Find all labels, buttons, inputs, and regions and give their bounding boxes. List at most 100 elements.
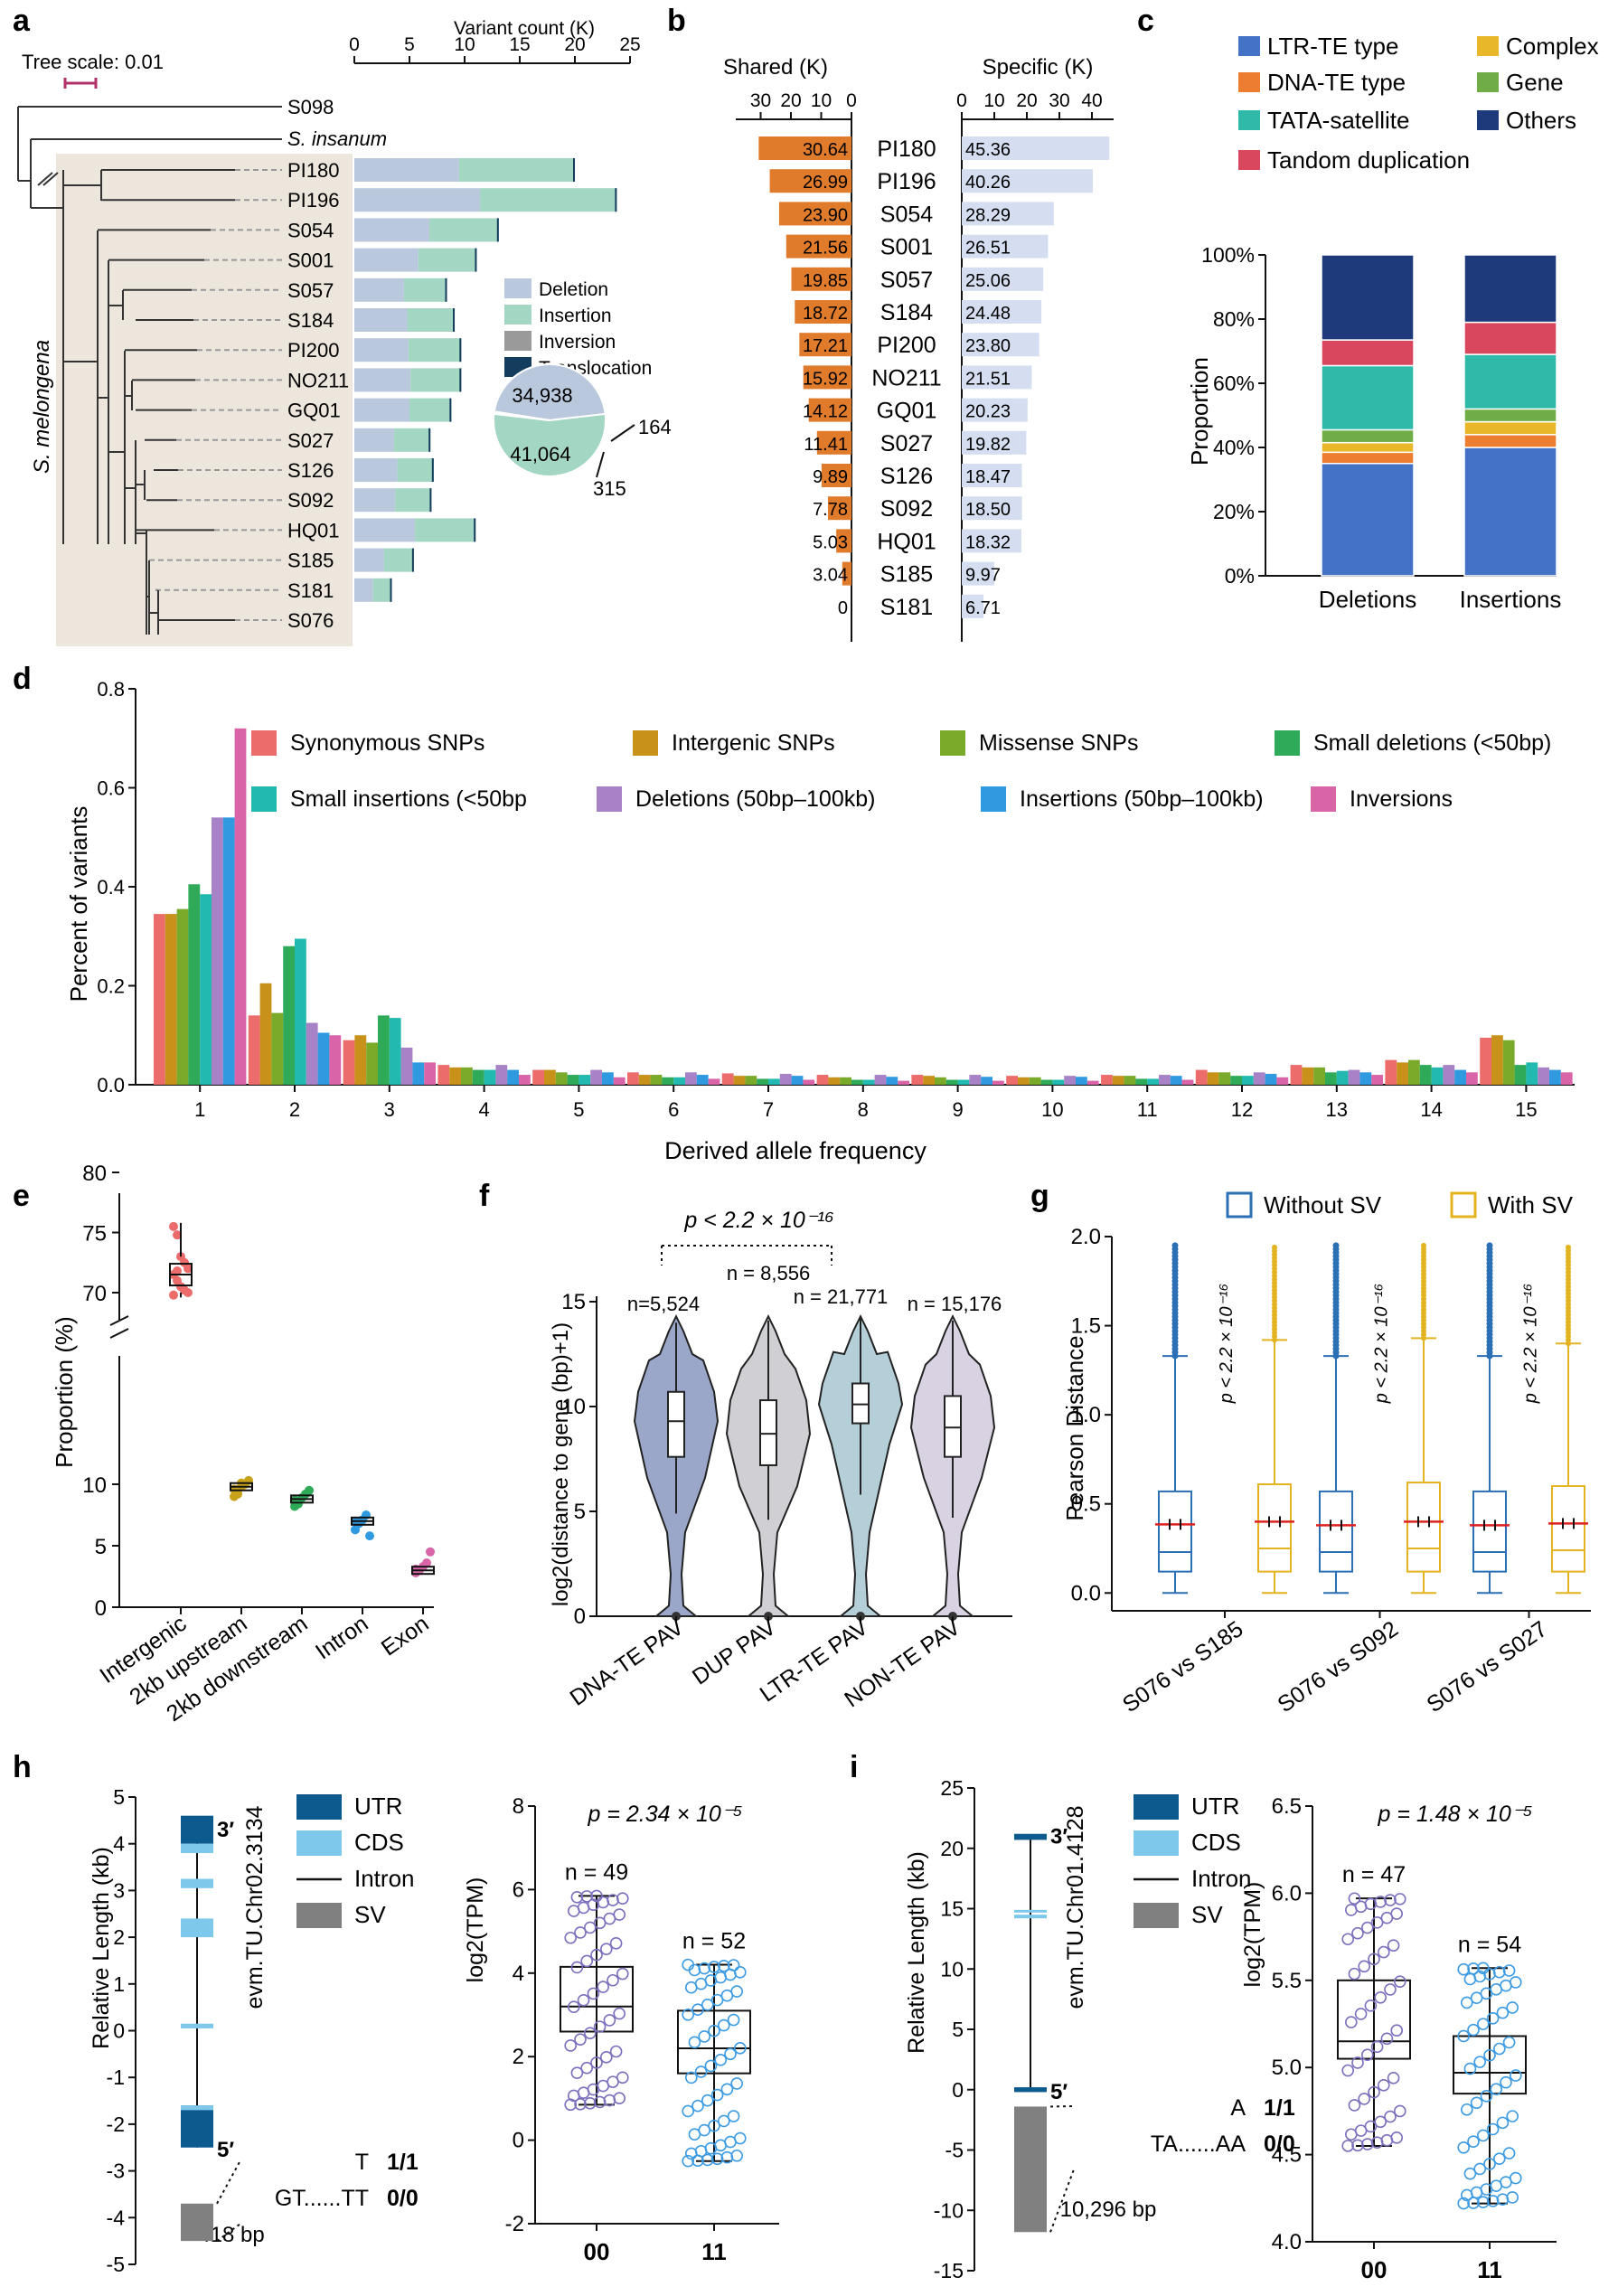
tree-tip-label: GQ01 bbox=[287, 400, 341, 422]
tpm-point bbox=[698, 2030, 711, 2043]
tpm-point bbox=[1467, 2023, 1480, 2037]
bar-deletion bbox=[354, 548, 384, 572]
e-point bbox=[173, 1230, 182, 1240]
d-bar bbox=[317, 1032, 330, 1085]
tpm-point bbox=[1351, 2056, 1364, 2069]
d-bar bbox=[981, 1077, 992, 1085]
tpm-point bbox=[708, 2024, 720, 2037]
b-category-label: S057 bbox=[880, 268, 933, 293]
c-ylabel: Proportion bbox=[1186, 357, 1213, 466]
d-x-tick-label: 8 bbox=[858, 1098, 869, 1121]
gene-legend-label: UTR bbox=[1191, 1793, 1239, 1820]
g-box bbox=[1472, 1490, 1507, 1573]
bar-specific bbox=[962, 464, 1022, 487]
tree-tip-label: S057 bbox=[287, 279, 334, 302]
d-bar bbox=[1147, 1078, 1159, 1085]
gene-5prime: 5′ bbox=[217, 2138, 234, 2162]
tpm-point bbox=[698, 2123, 711, 2137]
tpm-point bbox=[574, 1926, 587, 1939]
tpm-n-label: n = 52 bbox=[682, 1929, 746, 1954]
tpm-box bbox=[1453, 2035, 1527, 2095]
f-y-tick-label: 0 bbox=[574, 1604, 586, 1629]
e-point bbox=[169, 1221, 178, 1231]
sv-block bbox=[1014, 2106, 1047, 2233]
d-legend-label: Missense SNPs bbox=[979, 730, 1138, 756]
tpm-point bbox=[1378, 1945, 1390, 1959]
d-bar bbox=[1549, 1069, 1561, 1085]
specific-value: 18.50 bbox=[965, 500, 1011, 520]
tree-tip-label: PI200 bbox=[287, 339, 340, 362]
b-category-label: HQ01 bbox=[877, 529, 936, 554]
tpm-point bbox=[616, 1967, 629, 1981]
pie-slice bbox=[493, 412, 607, 477]
gene-legend-label: SV bbox=[1191, 1901, 1223, 1928]
tpm-point bbox=[717, 1959, 730, 1972]
gene-y-tick-label: -2 bbox=[107, 2113, 125, 2136]
d-bar bbox=[828, 1077, 841, 1085]
tpm-point bbox=[1502, 1964, 1516, 1977]
d-bar bbox=[579, 1075, 591, 1085]
tpm-point bbox=[1477, 1962, 1490, 1975]
g-outlier bbox=[1421, 1242, 1426, 1248]
gene-y-tick-label: -10 bbox=[934, 2198, 964, 2222]
c-legend-label: Complex bbox=[1506, 33, 1599, 60]
d-bar bbox=[449, 1067, 461, 1085]
d-bar bbox=[165, 914, 177, 1085]
specific-value: 19.82 bbox=[965, 435, 1011, 455]
e-category-label: Intron bbox=[311, 1611, 372, 1665]
bar-translocation bbox=[615, 188, 617, 212]
d-bar bbox=[484, 1069, 496, 1085]
bar-specific bbox=[962, 594, 984, 618]
d-x-tick-label: 12 bbox=[1231, 1098, 1253, 1121]
d-bar bbox=[911, 1075, 924, 1085]
bar-specific bbox=[962, 496, 1022, 521]
e-axis-break bbox=[109, 1328, 129, 1339]
d-x-tick-label: 15 bbox=[1515, 1098, 1537, 1121]
g-category-label: S076 vs S185 bbox=[1118, 1616, 1248, 1717]
tpm-point bbox=[574, 2033, 587, 2046]
bar-translocation bbox=[475, 248, 477, 272]
tpm-point bbox=[603, 2014, 616, 2027]
b-category-label: S181 bbox=[880, 595, 933, 620]
bar-shared bbox=[836, 529, 851, 553]
tpm-point bbox=[587, 1987, 600, 2000]
g-p-label: p < 2.2 × 10⁻¹⁶ bbox=[1521, 1284, 1541, 1404]
bar-shared bbox=[827, 496, 851, 521]
tpm-point bbox=[733, 1966, 747, 1979]
d-bar bbox=[222, 817, 235, 1085]
tree-tip-S098: S098 bbox=[287, 96, 334, 118]
d-bar bbox=[851, 1079, 863, 1085]
tpm-point bbox=[1490, 2083, 1502, 2096]
d-bar bbox=[590, 1069, 602, 1085]
c-category-label: Insertions bbox=[1460, 586, 1562, 613]
d-bar bbox=[176, 908, 189, 1085]
e-y-tick-label: 5 bbox=[95, 1535, 107, 1559]
tree-tip-label: S184 bbox=[287, 309, 334, 332]
tpm-point bbox=[720, 2150, 734, 2164]
b-category-label: NO211 bbox=[871, 365, 941, 391]
shared-value: 11.41 bbox=[804, 435, 848, 455]
tpm-point bbox=[1457, 1962, 1470, 1976]
d-bar bbox=[188, 884, 201, 1085]
g-box bbox=[1158, 1490, 1192, 1573]
tree-scale-label: Tree scale: 0.01 bbox=[22, 51, 164, 73]
bar-deletion bbox=[354, 488, 396, 513]
tpm-point bbox=[1457, 2141, 1470, 2154]
tpm-category-label: 11 bbox=[1477, 2256, 1502, 2283]
d-bar bbox=[532, 1069, 544, 1085]
tree-branch bbox=[37, 172, 53, 186]
panel-label-a: a bbox=[13, 4, 31, 38]
g-box bbox=[1551, 1485, 1585, 1573]
tpm-point bbox=[570, 2066, 584, 2079]
specific-value: 21.51 bbox=[965, 369, 1011, 389]
tpm-point bbox=[1483, 2158, 1496, 2170]
tpm-point bbox=[577, 1994, 590, 2007]
tpm-point bbox=[1461, 2103, 1473, 2116]
d-bar bbox=[343, 1040, 355, 1085]
tpm-point bbox=[694, 2065, 708, 2078]
d-x-tick-label: 7 bbox=[763, 1098, 774, 1121]
tpm-point bbox=[570, 1961, 584, 1974]
d-bar bbox=[673, 1077, 685, 1085]
b-left-tick-label: 0 bbox=[846, 90, 857, 111]
tpm-point bbox=[1394, 1893, 1406, 1905]
